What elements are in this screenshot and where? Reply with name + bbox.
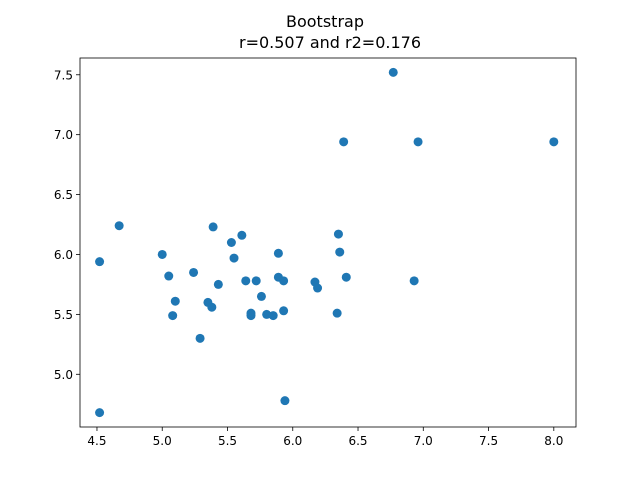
- y-tick-label: 6.5: [54, 188, 73, 202]
- chart-subtitle: r=0.507 and r2=0.176: [239, 33, 421, 52]
- y-tick-label: 7.0: [54, 128, 73, 142]
- data-point: [280, 396, 290, 406]
- data-point: [409, 276, 419, 286]
- data-point: [251, 276, 261, 286]
- data-point: [157, 249, 167, 259]
- data-point: [241, 276, 251, 286]
- data-point: [549, 137, 559, 147]
- x-tick-label: 4.5: [87, 434, 106, 448]
- data-point: [333, 229, 343, 239]
- data-point: [195, 333, 205, 343]
- data-point: [226, 238, 236, 247]
- data-point: [213, 279, 223, 289]
- data-point: [229, 253, 239, 263]
- x-tick-label: 5.5: [218, 434, 237, 448]
- data-point: [273, 248, 283, 258]
- data-point: [246, 308, 256, 318]
- chart-title: Bootstrap: [286, 12, 364, 31]
- plot-area: 4.5 5.0 5.5 6.0 6.5 7.0 7.5 8.0 5.0 5.5 6.0 6.5 7.0 7…: [54, 57, 577, 448]
- data-point: [332, 308, 342, 318]
- x-tick-label: 6.5: [348, 434, 367, 448]
- data-point: [341, 272, 351, 282]
- x-tick-label: 7.5: [479, 434, 498, 448]
- data-point: [335, 247, 345, 257]
- data-point: [114, 221, 124, 231]
- data-point: [164, 271, 174, 281]
- data-point: [279, 276, 289, 286]
- data-point: [388, 67, 398, 77]
- axes-frame: [79, 57, 577, 428]
- data-point: [237, 230, 247, 240]
- x-tick-label: 7.0: [414, 434, 433, 448]
- y-tick-label: 6.0: [54, 248, 73, 262]
- data-point: [189, 267, 199, 277]
- data-point: [268, 311, 278, 321]
- data-point: [339, 137, 349, 147]
- x-tick-label: 8.0: [544, 434, 563, 448]
- x-tick-label: 6.0: [283, 434, 302, 448]
- data-point: [313, 283, 323, 293]
- data-point: [168, 311, 178, 321]
- data-point: [208, 222, 218, 232]
- data-point: [413, 137, 423, 147]
- data-point: [170, 296, 180, 306]
- data-point: [95, 257, 105, 267]
- data-point: [256, 291, 266, 301]
- data-point: [207, 302, 217, 312]
- y-tick-label: 5.0: [54, 368, 73, 382]
- x-tick-label: 5.0: [153, 434, 172, 448]
- y-tick-label: 7.5: [54, 68, 73, 82]
- y-tick-label: 5.5: [54, 308, 73, 322]
- data-point: [279, 306, 289, 316]
- data-point: [95, 408, 105, 418]
